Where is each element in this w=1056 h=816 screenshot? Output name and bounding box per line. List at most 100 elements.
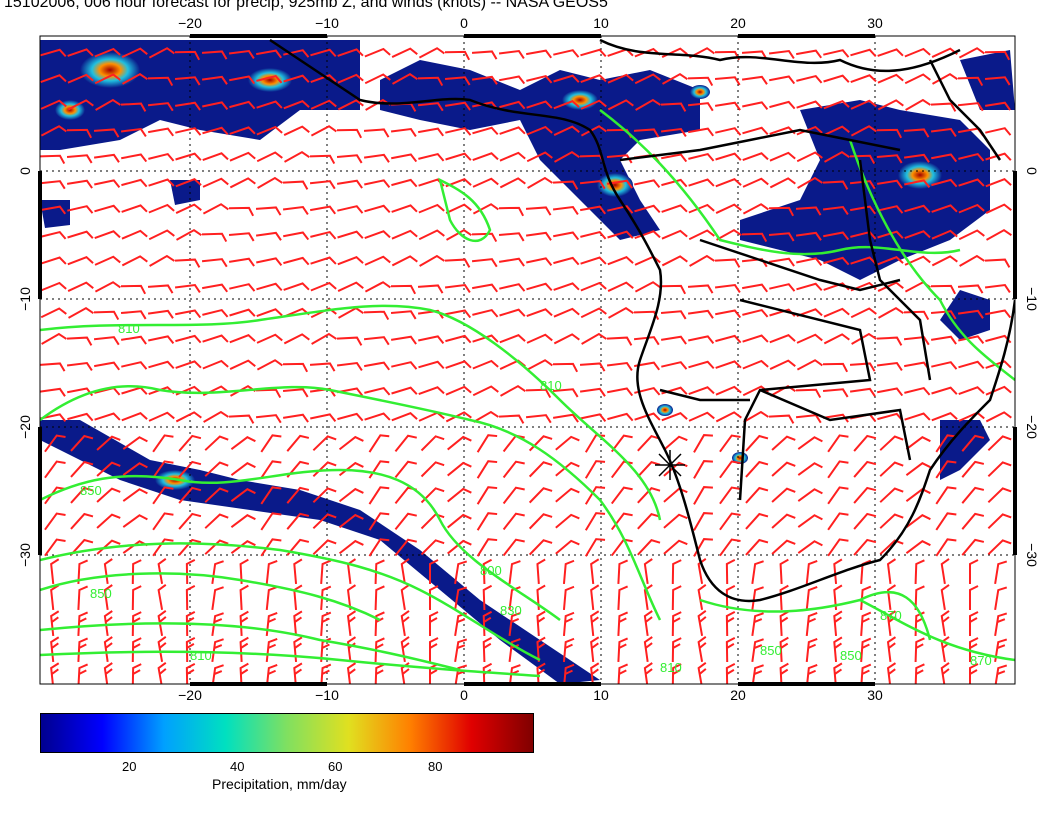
wind-barb [579, 387, 606, 397]
wind-barb [768, 257, 795, 267]
wind-barb [121, 361, 148, 370]
wind-barb [157, 635, 167, 662]
wind-barb [77, 663, 89, 684]
wind-barb-feather [726, 669, 735, 675]
wind-barb [337, 412, 364, 422]
wind-barb [40, 154, 66, 165]
wind-barb [175, 152, 202, 161]
wind-barb [827, 434, 849, 453]
contour-label: 810 [118, 321, 140, 336]
wind-barb [580, 99, 607, 110]
wind-barb [203, 410, 229, 423]
wind-barb [607, 205, 634, 214]
wind-barb [610, 434, 633, 453]
wind-barb [822, 388, 849, 398]
wind-barb [904, 255, 931, 266]
wind-barb [374, 663, 385, 684]
wind-barb [797, 436, 823, 450]
wind-barb [185, 636, 196, 663]
wind-barb [671, 663, 682, 684]
wind-barb [400, 558, 410, 585]
wind-barb [120, 310, 147, 320]
wind-barb [805, 611, 818, 637]
wind-barb [940, 558, 950, 585]
wind-barb [805, 637, 818, 663]
wind-barb [228, 257, 255, 267]
wind-barb [877, 73, 904, 84]
wind-barb [878, 306, 904, 319]
wind-barb [769, 75, 796, 85]
wind-barb [617, 663, 629, 684]
wind-barb [202, 126, 229, 136]
wind-barb-feather [618, 617, 627, 623]
wind-barb [149, 254, 175, 267]
wind-barb-feather [132, 643, 141, 649]
wind-barb [417, 102, 444, 112]
wind-barb [310, 125, 337, 137]
wind-barb [987, 487, 1012, 504]
wind-barb [876, 154, 903, 164]
wind-barb [584, 460, 606, 479]
wind-barb [914, 663, 925, 684]
wind-barb [984, 50, 1011, 61]
lon-tick-label: 10 [593, 15, 609, 31]
wind-barb [473, 410, 499, 423]
colorbar-tick-label: 60 [328, 759, 343, 774]
wind-barb [148, 411, 175, 422]
wind-barb-feather [861, 643, 870, 649]
wind-barb [77, 585, 89, 611]
wind-barb [688, 127, 715, 137]
wind-barb [606, 154, 633, 164]
wind-barb [823, 125, 850, 136]
wind-barb-feather [699, 668, 707, 675]
wind-barb [103, 610, 113, 637]
wind-barb [66, 128, 93, 139]
wind-barb [447, 513, 472, 529]
wind-barb [390, 284, 417, 295]
wind-barb [957, 102, 984, 112]
wind-barb [584, 486, 606, 505]
wind-barb [202, 308, 229, 318]
wind-barb [67, 99, 94, 111]
wind-barb [282, 362, 309, 373]
wind-barb-feather [132, 669, 141, 675]
wind-barb [985, 360, 1012, 369]
wind-barb [796, 359, 823, 371]
wind-barb [860, 585, 872, 611]
wind-barb [122, 514, 148, 528]
wind-barb [256, 282, 283, 292]
wind-barb [50, 584, 60, 611]
wind-barb [67, 73, 94, 84]
wind-barb [310, 205, 337, 215]
wind-barb [229, 177, 256, 189]
wind-barb [260, 486, 282, 505]
wind-barb [70, 434, 94, 452]
wind-barb [768, 206, 795, 217]
wind-barb [580, 125, 607, 137]
wind-barb [526, 125, 553, 136]
wind-barb [338, 435, 364, 451]
wind-barb [445, 334, 472, 344]
wind-barb [283, 256, 310, 266]
wind-barb [148, 203, 175, 214]
wind-barb [230, 436, 256, 451]
wind-barb-feather [186, 669, 195, 675]
wind-barb [850, 48, 877, 58]
wind-barb [525, 388, 552, 399]
wind-barb [95, 98, 121, 111]
wind-barb [914, 585, 925, 611]
wind-barb [239, 558, 249, 585]
wind-barb [260, 538, 282, 557]
wind-barb [553, 256, 580, 266]
wind-barb-feather [375, 669, 384, 675]
wind-barb [391, 178, 418, 188]
wind-barb [67, 48, 94, 57]
wind-barb [822, 205, 849, 216]
wind-barb [446, 228, 472, 241]
wind-barb [338, 487, 364, 503]
wind-barb [660, 284, 687, 295]
wind-barb [472, 385, 499, 397]
wind-barb [660, 102, 687, 112]
wind-barb [555, 513, 580, 529]
wind-barb [562, 663, 575, 684]
